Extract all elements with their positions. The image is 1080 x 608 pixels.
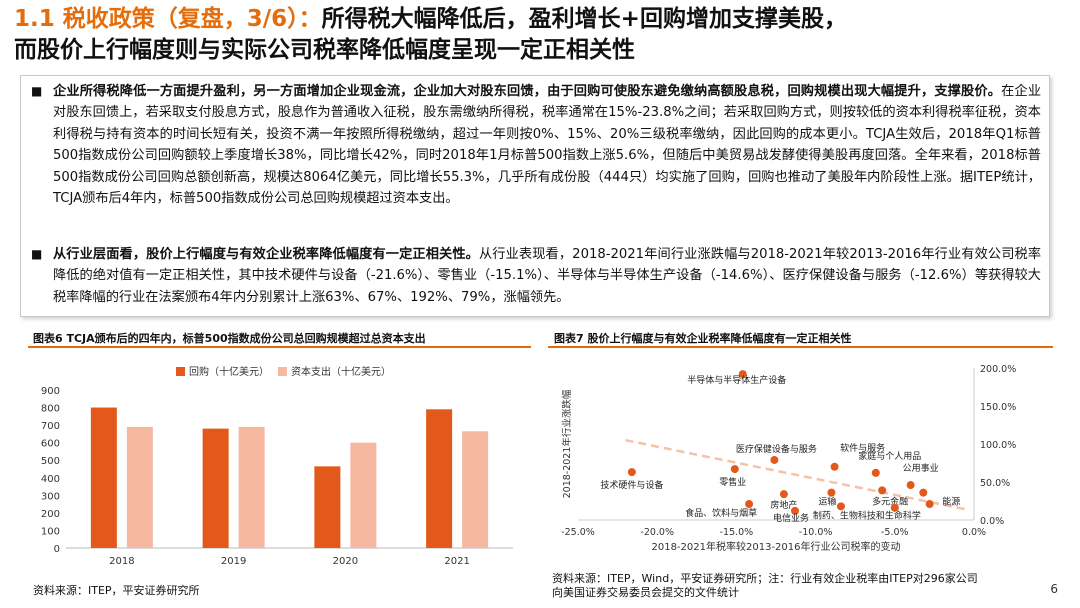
title-line1: 所得税大幅降低后，盈利增长+回购增加支撑美股， — [321, 6, 847, 32]
y-tick-label: 900 — [41, 386, 60, 397]
scatter-point — [890, 503, 899, 512]
point-label: 技术硬件与设备 — [600, 479, 663, 491]
scatter-point — [906, 481, 915, 490]
point-label: 食品、饮料与烟草 — [685, 507, 757, 519]
y-tick-label: 100 — [41, 526, 60, 537]
paragraph-industry: ■ 从行业层面看，股价上行幅度与有效企业税率降低幅度有一定正相关性。从行业表现看… — [31, 244, 1041, 308]
title-line2: 而股价上行幅度则与实际公司税率降低幅度呈现一定正相关性 — [14, 37, 635, 63]
x-axis-label: 2018-2021年税率较2013-2016年行业公司税率的变动 — [651, 540, 900, 553]
bar — [314, 466, 341, 548]
x-tick-label: 0.0% — [962, 527, 986, 538]
fig7-source: 资料来源：ITEP，Wind，平安证券研究所；注：行业有效企业税率由ITEP对2… — [552, 572, 978, 600]
fig6-rule — [28, 346, 531, 348]
fig6-bar-chart: 0 100 200 300 400 500 600 700 800 900 2018 2019 2020… — [41, 365, 513, 567]
paragraph-buyback-text: 在企业对股东回馈上，若采取支付股息方式，股息作为普通收入征税，股东需缴纳所得税，… — [53, 84, 1042, 207]
bullet-icon: ■ — [31, 247, 43, 261]
scatter-point — [827, 488, 836, 497]
point-label: 制药、生物科技和生命科学 — [813, 509, 921, 521]
scatter-point — [779, 490, 788, 499]
scatter-point — [830, 462, 839, 471]
page-title: 1.1 税收政策（复盘，3/6）：所得税大幅降低后，盈利增长+回购增加支撑美股，… — [14, 4, 1074, 66]
scatter-point — [925, 500, 934, 509]
y-tick-label: 50.0% — [980, 478, 1010, 489]
scatter-point — [627, 468, 636, 477]
bar — [238, 426, 265, 548]
point-label: 多元金融 — [872, 495, 908, 507]
bar — [202, 428, 229, 548]
y-tick-label: 300 — [41, 491, 60, 502]
bullet-icon: ■ — [31, 84, 43, 98]
bar — [350, 442, 377, 548]
y-tick-label: 400 — [41, 474, 60, 485]
y-tick-label: 0.0% — [980, 516, 1004, 527]
scatter-point — [738, 370, 747, 379]
scatter-point — [730, 465, 739, 474]
point-label: 公用事业 — [903, 462, 939, 474]
y-axis-label: 2018-2021年行业涨跌幅 — [561, 389, 573, 498]
scatter-point — [770, 455, 779, 464]
x-tick-label: -25.0% — [561, 527, 595, 538]
paragraph-industry-text: 从行业表现看，2018-2021年间行业涨跌幅与2018-2021年较2013-… — [53, 247, 1042, 305]
fig7-scatter-chart: 0.0% 50.0% 100.0% 150.0% 200.0% -25.0% -20.0% -… — [561, 364, 1016, 553]
y-tick-label: 200 — [41, 509, 60, 520]
point-label: 零售业 — [719, 476, 746, 488]
legend-label: 回购（十亿美元） — [189, 365, 269, 378]
y-tick-label: 200.0% — [980, 364, 1016, 375]
y-tick-label: 500 — [41, 456, 60, 467]
x-tick-label: -5.0% — [881, 527, 909, 538]
fig7-rule — [548, 346, 1053, 348]
legend-swatch — [176, 367, 185, 376]
scatter-point — [919, 488, 928, 497]
y-tick-label: 700 — [41, 421, 60, 432]
paragraph-industry-bold: 从行业层面看，股价上行幅度与有效企业税率降低幅度有一定正相关性。 — [53, 247, 479, 262]
scatter-point — [878, 486, 887, 495]
point-label: 家庭与个人用品 — [858, 450, 921, 462]
y-tick-label: 150.0% — [980, 402, 1016, 413]
bar — [90, 407, 117, 548]
paragraph-buyback-bold: 企业所得税降低一方面提升盈利，另一方面增加企业现金流，企业加大对股东回馈，由于回… — [53, 84, 1002, 99]
point-label: 能源 — [942, 496, 960, 508]
scatter-point — [836, 502, 845, 511]
point-label: 医疗保健设备与服务 — [736, 443, 817, 455]
paragraph-buyback: ■ 企业所得税降低一方面提升盈利，另一方面增加企业现金流，企业加大对股东回馈，由… — [31, 81, 1041, 209]
fig7-title: 图表7 股价上行幅度与有效企业税率降低幅度有一定正相关性 — [554, 332, 852, 345]
x-tick-label: -10.0% — [799, 527, 833, 538]
x-tick-label: 2021 — [444, 556, 469, 567]
x-tick-label: 2020 — [333, 556, 358, 567]
x-tick-label: -15.0% — [720, 527, 754, 538]
scatter-point — [791, 506, 800, 515]
legend-label: 资本支出（十亿美元） — [291, 365, 391, 378]
point-label: 半导体与半导体生产设备 — [687, 374, 786, 386]
scatter-point — [745, 500, 754, 509]
fig7-source-line2: 向美国证券交易委员会提交的文件统计 — [552, 586, 739, 599]
y-tick-label: 100.0% — [980, 440, 1016, 451]
title-prefix: 1.1 税收政策（复盘，3/6）： — [14, 6, 322, 32]
scatter-point — [871, 468, 880, 477]
bar — [462, 431, 489, 548]
trendline — [625, 438, 967, 511]
bar — [426, 409, 453, 548]
point-label: 软件与服务 — [840, 442, 885, 454]
y-tick-label: 0 — [54, 544, 60, 555]
point-label: 电信业务 — [773, 512, 809, 524]
fig6-title: 图表6 TCJA颁布后的四年内，标普500指数成份公司总回购规模超过总资本支出 — [33, 332, 426, 345]
y-tick-label: 600 — [41, 439, 60, 450]
y-tick-label: 800 — [41, 404, 60, 415]
point-label: 运输 — [818, 496, 836, 508]
summary-textbox: ■ 企业所得税降低一方面提升盈利，另一方面增加企业现金流，企业加大对股东回馈，由… — [20, 75, 1050, 317]
x-tick-label: 2019 — [221, 556, 246, 567]
fig6-source: 资料来源：ITEP，平安证券研究所 — [33, 584, 200, 597]
x-tick-label: -20.0% — [640, 527, 674, 538]
bar — [126, 426, 153, 548]
fig7-source-line1: 资料来源：ITEP，Wind，平安证券研究所；注：行业有效企业税率由ITEP对2… — [552, 572, 978, 585]
x-tick-label: 2018 — [109, 556, 134, 567]
page-number: 6 — [1050, 582, 1058, 596]
legend-swatch — [278, 367, 287, 376]
point-label: 房地产 — [770, 499, 797, 511]
